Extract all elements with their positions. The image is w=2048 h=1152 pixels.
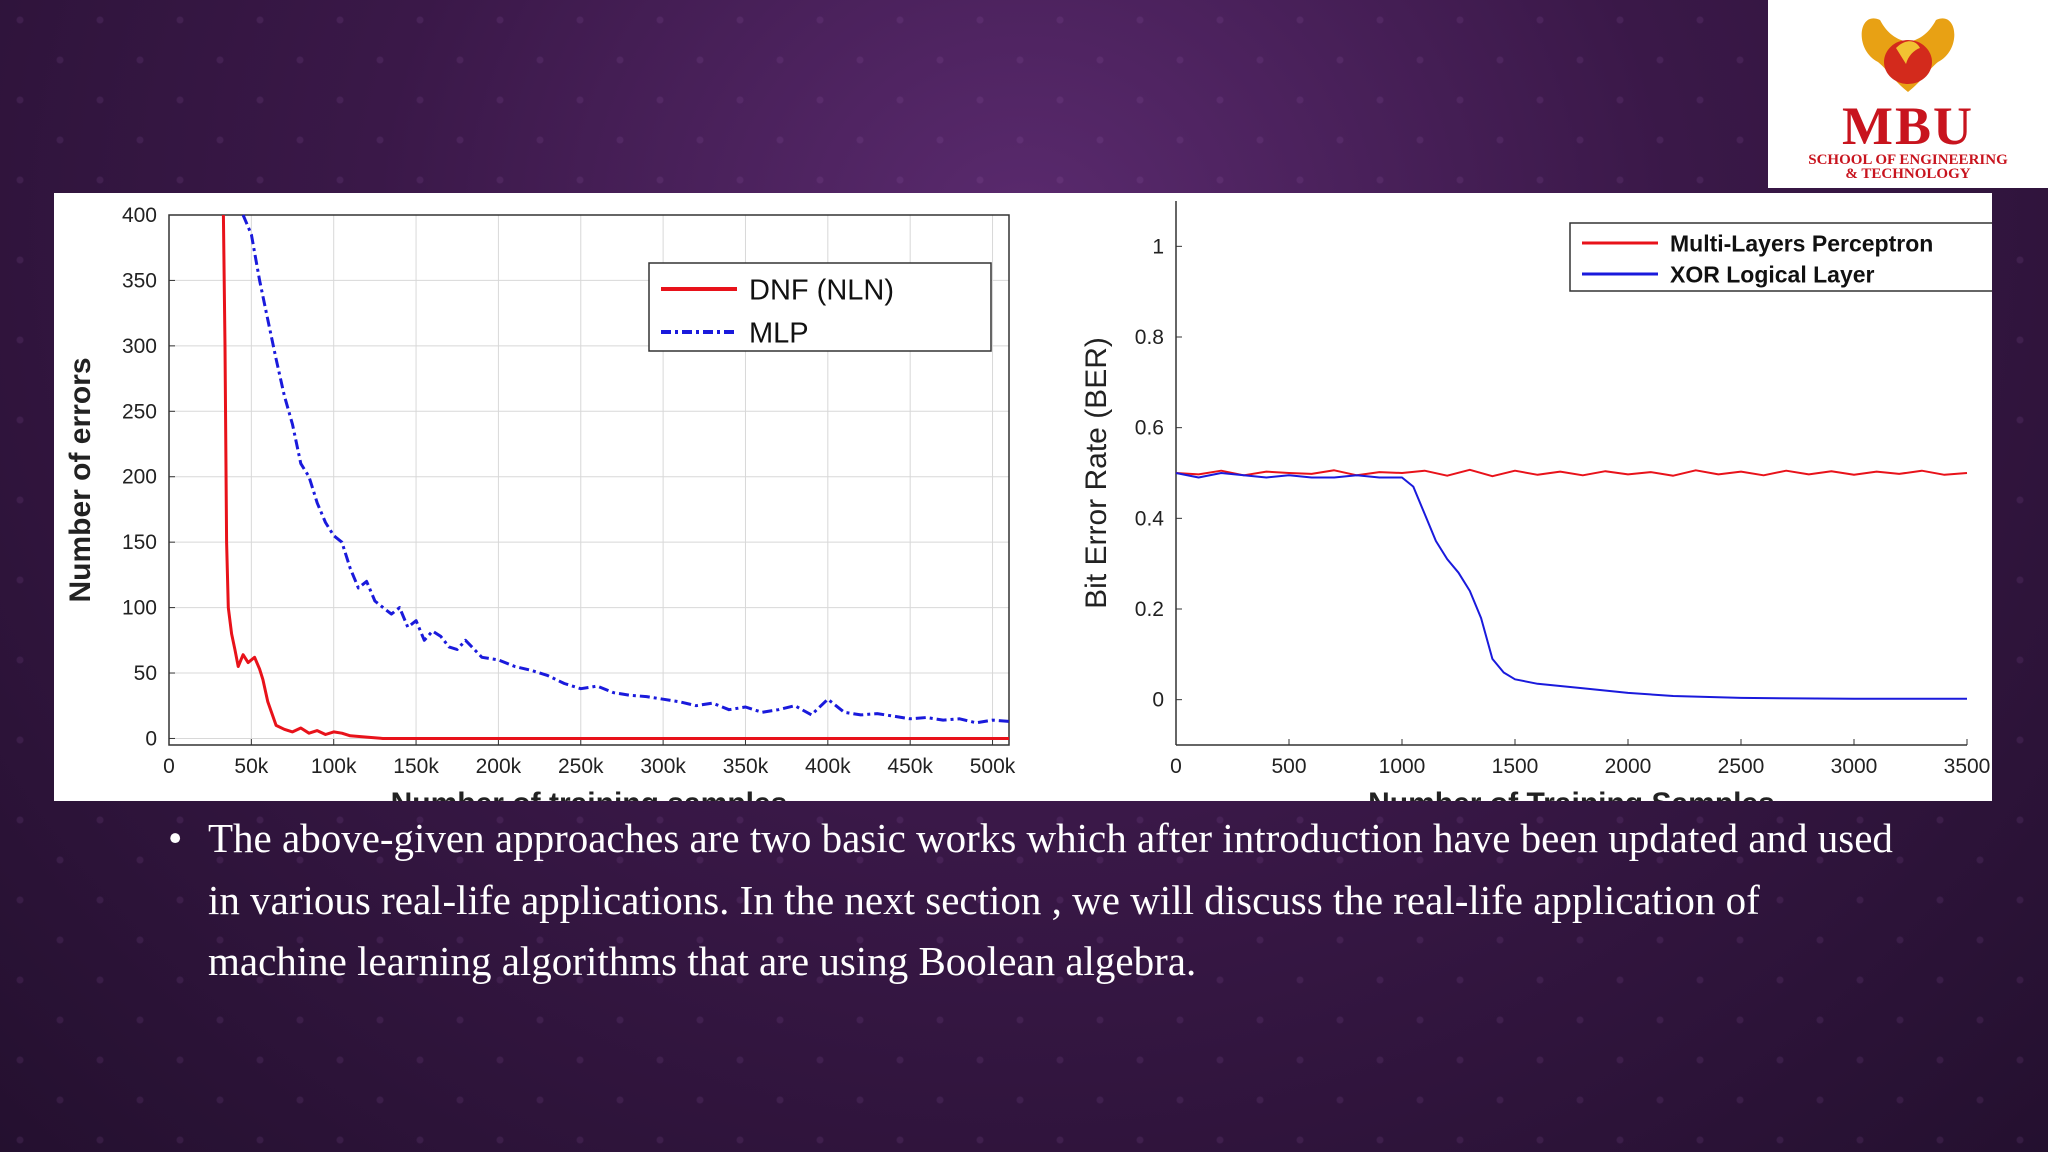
x-tick-label: 1500: [1492, 755, 1539, 778]
x-tick-label: 300k: [640, 755, 686, 778]
y-tick-label: 0: [1152, 689, 1164, 712]
x-axis-title: Number of Training Samples: [1368, 787, 1775, 801]
errors-chart: 0 50k 100k 150k 200k 250k 300k 350k 400k 450k 500k…: [64, 204, 1016, 801]
chart-panel: 0 50k 100k 150k 200k 250k 300k 350k 400k 450k 500k…: [54, 193, 1992, 801]
legend-label-0: Multi-Layers Perceptron: [1670, 230, 1933, 256]
plot-frame: [168, 214, 1010, 746]
x-tick-label: 3500: [1944, 755, 1991, 778]
x-tick-label: 500: [1271, 755, 1306, 778]
x-tick-label: 2000: [1605, 755, 1652, 778]
y-tick-label: 300: [122, 335, 157, 358]
logo-title: MBU: [1842, 96, 1974, 156]
x-tick-label: 250k: [558, 755, 604, 778]
bullet-text: The above-given approaches are two basic…: [208, 815, 1893, 984]
x-tick-label: 3000: [1831, 755, 1878, 778]
x-tick-label: 50k: [234, 755, 268, 778]
x-tick-label: 350k: [723, 755, 769, 778]
legend-box: [1569, 222, 1992, 292]
series-line-0: [221, 214, 1009, 740]
x-tick-label: 500k: [970, 755, 1016, 778]
legend-label-1: XOR Logical Layer: [1670, 261, 1875, 287]
y-tick-label: 50: [134, 662, 157, 685]
x-tick-label: 100k: [311, 755, 357, 778]
y-tick-label: 200: [122, 466, 157, 489]
x-tick-label: 400k: [805, 755, 851, 778]
y-tick-label: 100: [122, 597, 157, 620]
y-tick-label: 150: [122, 531, 157, 554]
x-tick-label: 0: [163, 755, 175, 778]
x-tick-label: 150k: [393, 755, 439, 778]
y-tick-label: 350: [122, 269, 157, 292]
y-axis-title: Number of errors: [64, 357, 97, 602]
logo-subtitle-2: & TECHNOLOGY: [1845, 166, 1971, 182]
y-tick-label: 400: [122, 204, 157, 227]
y-tick-label: 0: [145, 727, 157, 750]
mbu-logo: MBU SCHOOL OF ENGINEERING & TECHNOLOGY: [1768, 0, 2048, 188]
y-tick-label: 0.2: [1135, 598, 1164, 621]
griffin-emblem-icon: [1861, 18, 1955, 92]
y-axis-title: Bit Error Rate (BER): [1080, 337, 1113, 609]
x-tick-label: 1000: [1379, 755, 1426, 778]
x-axis-title: Number of training samples: [391, 787, 788, 801]
legend-box: [648, 262, 992, 352]
legend-label-0: DNF (NLN): [749, 274, 894, 306]
x-tick-label: 2500: [1718, 755, 1765, 778]
logo-subtitle-1: SCHOOL OF ENGINEERING: [1808, 152, 2008, 168]
series-line-1: [1175, 472, 1967, 700]
y-tick-label: 250: [122, 400, 157, 423]
bullet-marker: •: [168, 815, 183, 861]
y-tick-label: 1: [1152, 235, 1164, 258]
x-tick-label: 450k: [887, 755, 933, 778]
y-tick-label: 0.6: [1135, 417, 1164, 440]
x-tick-label: 200k: [476, 755, 522, 778]
x-tick-label: 0: [1170, 755, 1182, 778]
series-line-0: [1175, 468, 1968, 478]
y-tick-label: 0.4: [1135, 507, 1165, 530]
ber-chart: 0 500 1000 1500 2000 2500 3000 3500 0 0.2 0.4 0.6 0.…: [1080, 201, 1992, 801]
legend-label-1: MLP: [749, 317, 809, 349]
series-line-1: [241, 214, 1010, 725]
y-tick-label: 0.8: [1135, 326, 1164, 349]
